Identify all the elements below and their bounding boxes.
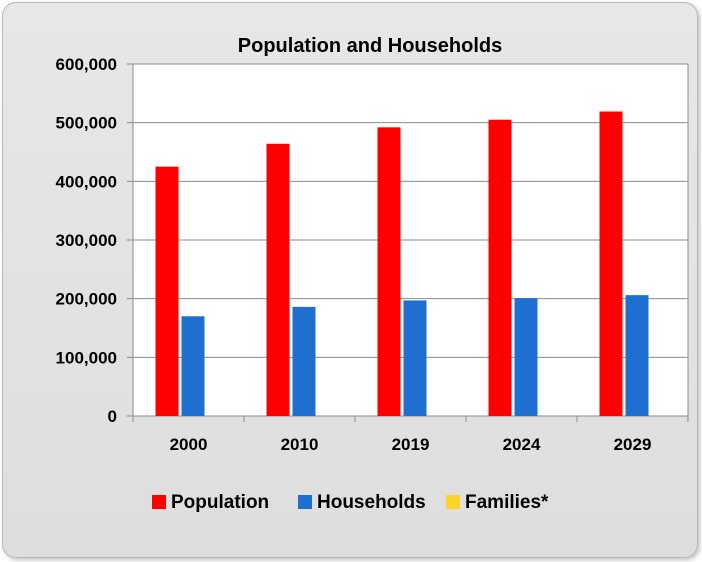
population-bar: [266, 143, 290, 416]
population-bar: [377, 127, 401, 417]
y-tick-label: 600,000: [56, 55, 117, 74]
plot-area: 0 100,000 200,000 300,000 400,000 500,000 600,…: [56, 55, 689, 513]
legend-label: Population: [171, 492, 269, 513]
households-legend-swatch: [298, 495, 312, 509]
y-tick-label: 0: [108, 407, 117, 426]
y-tick-label: 100,000: [56, 348, 117, 367]
households-bar: [181, 316, 205, 416]
population-bar: [155, 166, 179, 416]
legend-label: Households: [317, 492, 426, 513]
x-tick-label: 2024: [503, 435, 541, 454]
families-legend-swatch: [446, 495, 460, 509]
x-tick-label: 2010: [281, 435, 319, 454]
legend-label: Families*: [465, 492, 549, 513]
population-bar: [488, 119, 512, 416]
households-bar: [292, 306, 316, 416]
x-tick-label: 2000: [170, 435, 208, 454]
households-bar: [403, 300, 427, 416]
households-bar: [625, 295, 649, 416]
x-tick-label: 2019: [392, 435, 430, 454]
population-legend-swatch: [152, 495, 166, 509]
households-bar: [514, 298, 538, 416]
x-tick-label: 2029: [614, 435, 652, 454]
y-tick-label: 500,000: [56, 114, 117, 133]
population-bar: [599, 111, 623, 417]
chart-title: Population and Households: [238, 35, 502, 57]
y-tick-label: 400,000: [56, 172, 117, 191]
y-tick-label: 300,000: [56, 231, 117, 250]
y-tick-label: 200,000: [56, 290, 117, 309]
